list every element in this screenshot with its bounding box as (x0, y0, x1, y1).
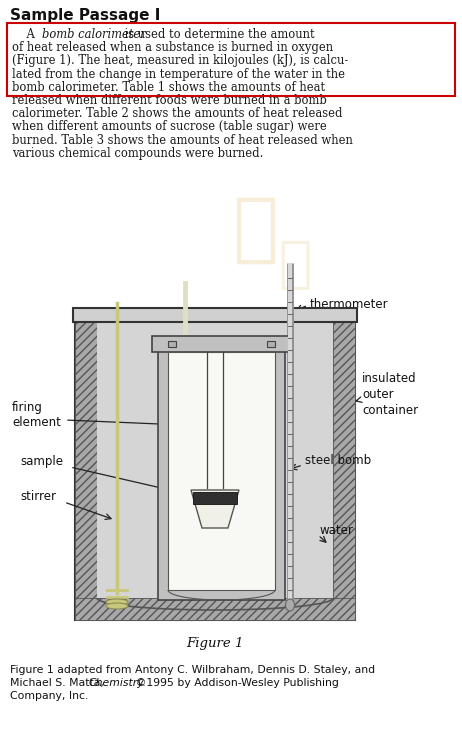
Bar (75, 310, 97, 620)
Text: stirrer: stirrer (20, 491, 56, 504)
Bar (97, 322, 333, 598)
Text: bomb calorimeter. Table 1 shows the amounts of heat: bomb calorimeter. Table 1 shows the amou… (12, 81, 325, 94)
Text: Chemistry.: Chemistry. (89, 678, 147, 688)
Text: water: water (320, 523, 354, 537)
Bar (7, 23, 455, 96)
Text: firing
element: firing element (12, 401, 61, 430)
Text: bomb calorimeter: bomb calorimeter (42, 28, 146, 41)
Text: Sample Passage I: Sample Passage I (10, 8, 160, 23)
Bar (152, 336, 291, 352)
Text: is used to determine the amount: is used to determine the amount (121, 28, 315, 41)
Bar (158, 338, 285, 600)
Text: lated from the change in temperature of the water in the: lated from the change in temperature of … (12, 67, 345, 80)
Text: steel bomb: steel bomb (305, 453, 371, 466)
Text: when different amounts of sucrose (table sugar) were: when different amounts of sucrose (table… (12, 121, 327, 133)
Bar (75, 598, 355, 620)
Bar (267, 341, 275, 347)
Text: A: A (12, 28, 38, 41)
Text: ©1995 by Addison-Wesley Publishing: ©1995 by Addison-Wesley Publishing (132, 678, 339, 688)
Bar (333, 310, 355, 620)
Text: Company, Inc.: Company, Inc. (10, 691, 88, 701)
Bar (75, 310, 355, 620)
Text: (Figure 1). The heat, measured in kilojoules (kJ), is calcu-: (Figure 1). The heat, measured in kilojo… (12, 54, 348, 67)
Polygon shape (191, 490, 239, 528)
Text: burned. Table 3 shows the amounts of heat released when: burned. Table 3 shows the amounts of hea… (12, 134, 353, 147)
Ellipse shape (106, 599, 128, 605)
Text: of heat released when a substance is burned in oxygen: of heat released when a substance is bur… (12, 41, 333, 54)
Text: insulated
outer
container: insulated outer container (362, 373, 418, 417)
Text: Michael S. Matta,: Michael S. Matta, (10, 678, 107, 688)
Text: released when different foods were burned in a bomb: released when different foods were burne… (12, 94, 327, 107)
Text: 棱: 棱 (232, 193, 278, 267)
Bar (168, 352, 275, 590)
Text: thermometer: thermometer (310, 298, 389, 311)
Text: Figure 1 adapted from Antony C. Wilbraham, Dennis D. Staley, and: Figure 1 adapted from Antony C. Wilbraha… (10, 665, 375, 675)
Bar (193, 492, 237, 504)
Text: calorimeter. Table 2 shows the amounts of heat released: calorimeter. Table 2 shows the amounts o… (12, 107, 342, 120)
Bar (73, 308, 357, 322)
Text: 柱: 柱 (279, 238, 312, 292)
Bar (168, 341, 176, 347)
Text: various chemical compounds were burned.: various chemical compounds were burned. (12, 147, 263, 160)
Ellipse shape (106, 603, 128, 609)
Text: Figure 1: Figure 1 (186, 637, 243, 650)
Ellipse shape (286, 599, 294, 611)
Text: sample: sample (20, 455, 63, 469)
